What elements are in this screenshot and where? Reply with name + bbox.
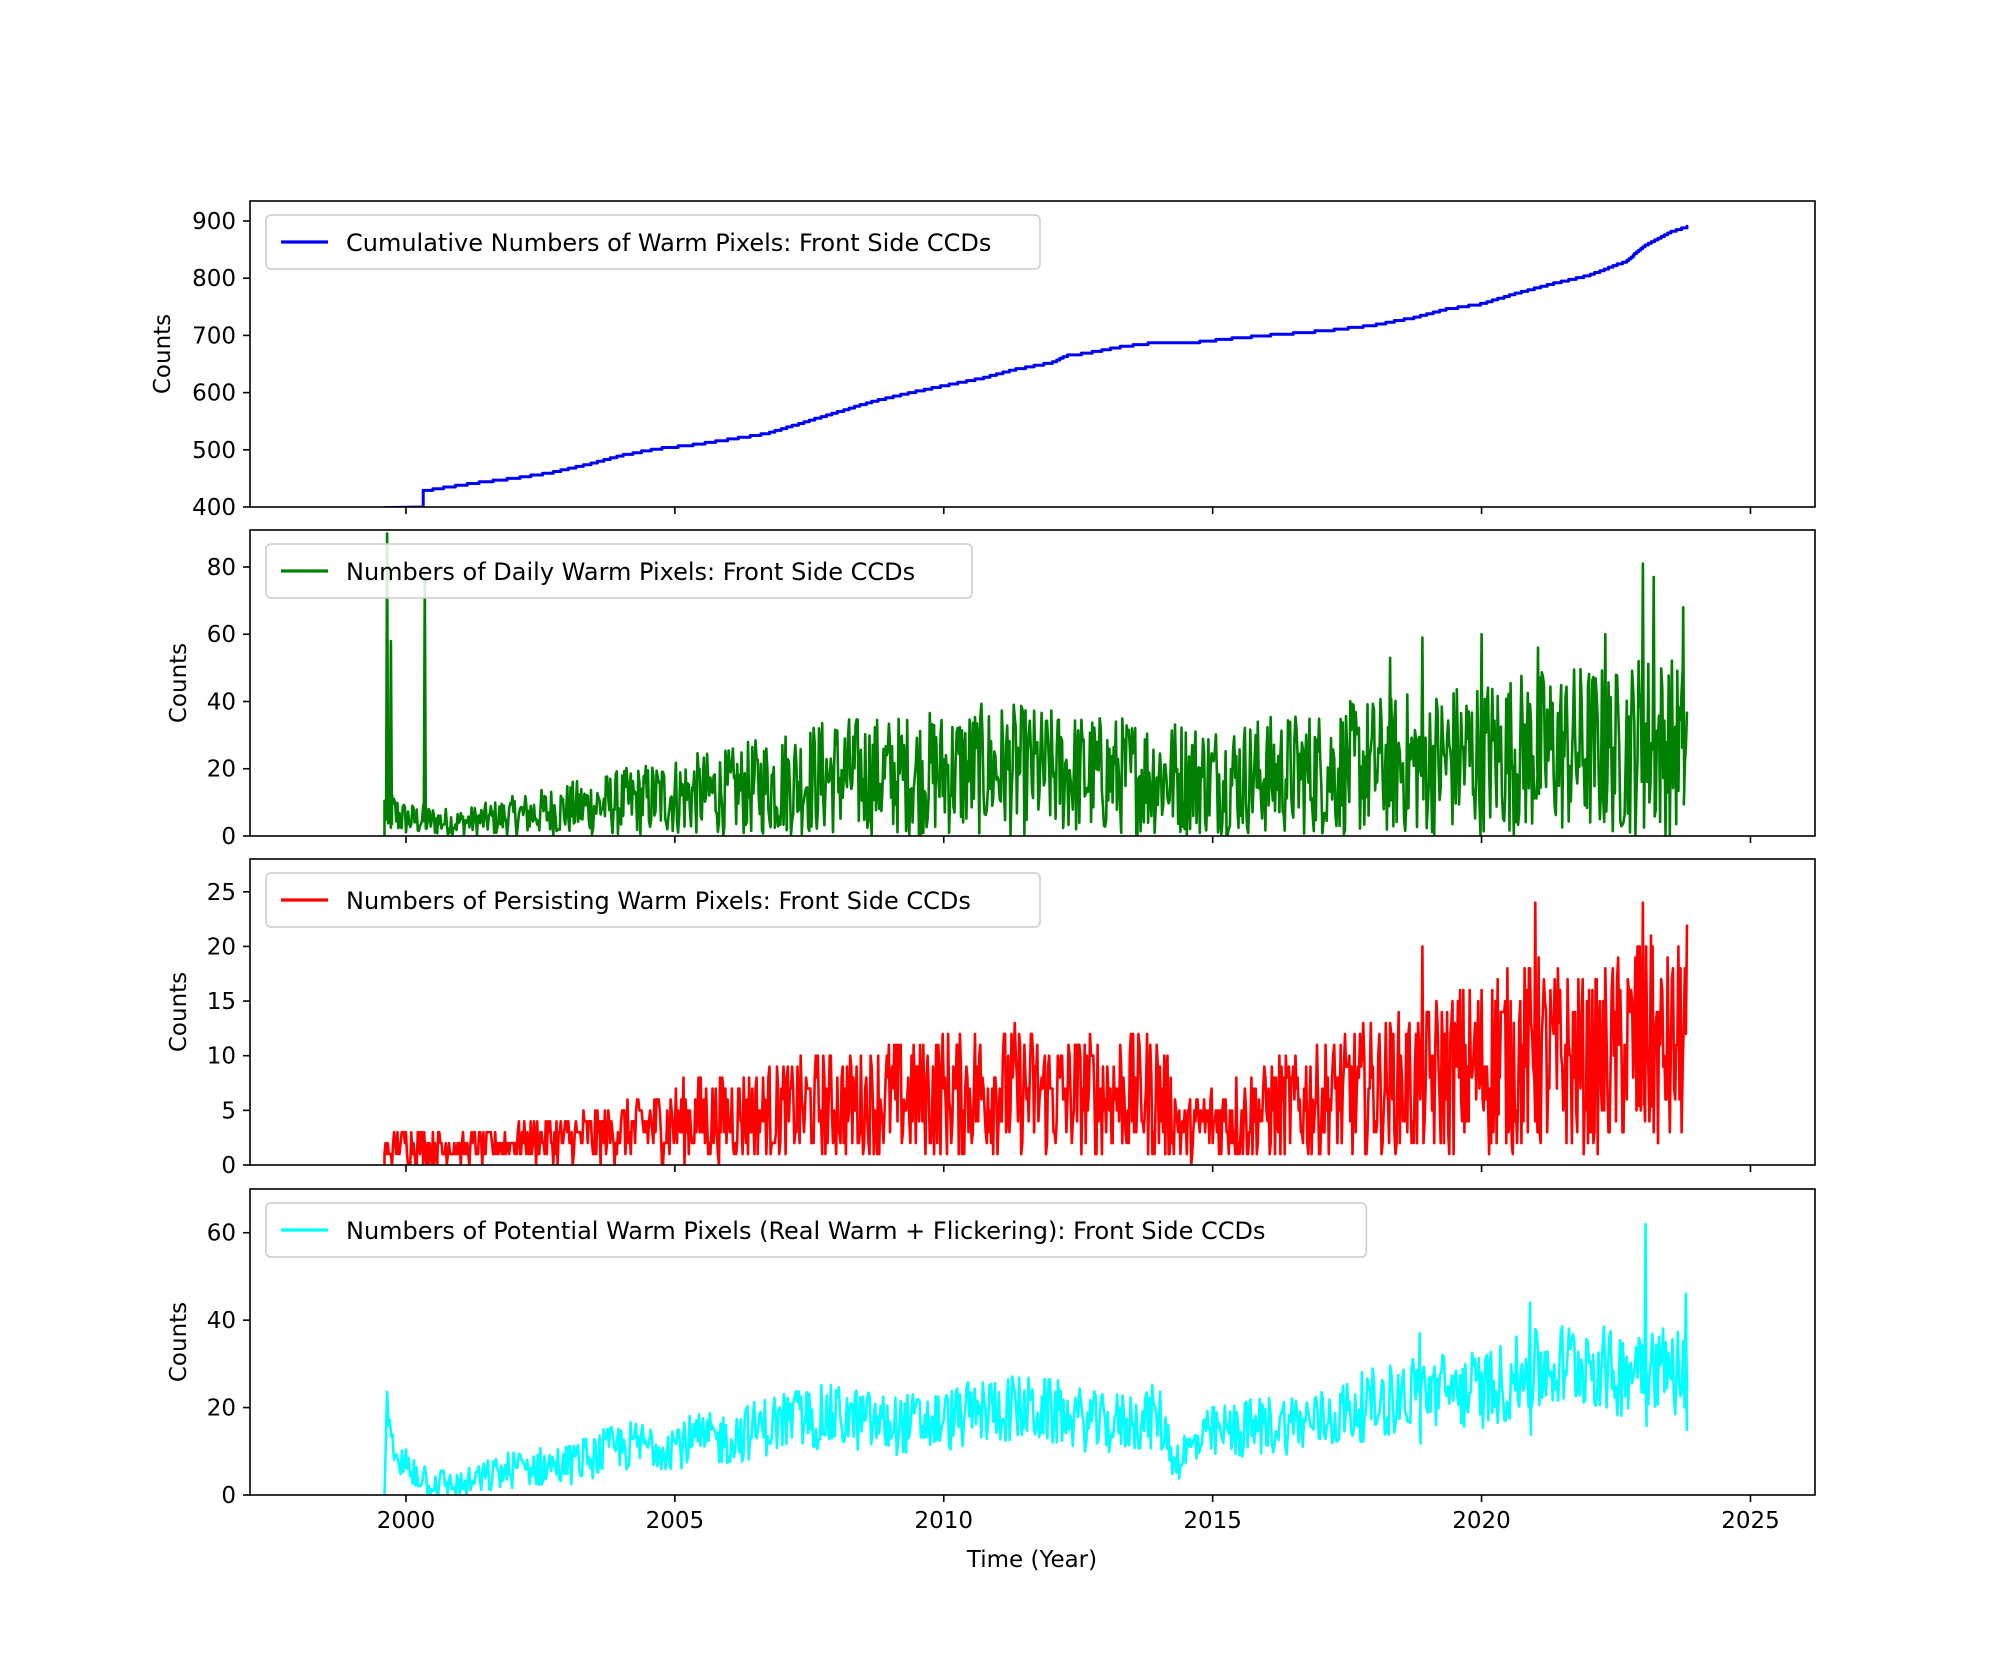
axes-frame xyxy=(249,529,1816,837)
series-line xyxy=(383,1222,1689,1495)
legend-box xyxy=(265,872,1041,928)
y-axis-title: Counts xyxy=(150,314,176,394)
series-line xyxy=(383,224,1689,507)
y-tick-label: 0 xyxy=(221,1153,236,1179)
y-tick-label: 500 xyxy=(192,438,236,464)
y-tick-label: 80 xyxy=(207,555,236,581)
y-tick-label: 800 xyxy=(192,266,236,292)
y-axis-title: Counts xyxy=(166,972,192,1052)
legend-box xyxy=(265,1202,1368,1258)
y-tick-label: 20 xyxy=(207,757,236,783)
x-tick-label: 2010 xyxy=(914,1508,973,1534)
series-line xyxy=(383,532,1689,836)
y-axis-title: Counts xyxy=(166,643,192,723)
legend-label: Numbers of Daily Warm Pixels: Front Side… xyxy=(346,558,915,586)
legend: Numbers of Persisting Warm Pixels: Front… xyxy=(265,872,1041,928)
x-tick-label: 2025 xyxy=(1721,1508,1780,1534)
y-axis-title: Counts xyxy=(166,1302,192,1382)
x-tick-label: 2005 xyxy=(646,1508,705,1534)
legend: Cumulative Numbers of Warm Pixels: Front… xyxy=(265,214,1041,270)
x-tick-label: 2000 xyxy=(377,1508,436,1534)
legend-label: Cumulative Numbers of Warm Pixels: Front… xyxy=(346,229,991,257)
y-tick-label: 900 xyxy=(192,209,236,235)
x-tick-label: 2015 xyxy=(1183,1508,1242,1534)
axes-frame xyxy=(249,200,1816,508)
y-tick-label: 20 xyxy=(207,1396,236,1422)
y-tick-label: 5 xyxy=(221,1098,236,1124)
y-tick-label: 700 xyxy=(192,323,236,349)
y-tick-label: 40 xyxy=(207,689,236,715)
legend-box xyxy=(265,214,1041,270)
y-tick-label: 10 xyxy=(207,1044,236,1070)
legend: Numbers of Potential Warm Pixels (Real W… xyxy=(265,1202,1368,1258)
y-tick-label: 60 xyxy=(207,622,236,648)
axes-frame xyxy=(249,1188,1816,1496)
y-tick-label: 15 xyxy=(207,989,236,1015)
y-tick-label: 400 xyxy=(192,495,236,521)
x-axis-title: Time (Year) xyxy=(966,1547,1097,1573)
y-tick-label: 40 xyxy=(207,1308,236,1334)
y-tick-label: 0 xyxy=(221,1483,236,1509)
legend-label: Numbers of Potential Warm Pixels (Real W… xyxy=(346,1217,1265,1245)
legend-box xyxy=(265,543,973,599)
x-tick-label: 2020 xyxy=(1452,1508,1511,1534)
y-tick-label: 60 xyxy=(207,1221,236,1247)
y-tick-label: 0 xyxy=(221,824,236,850)
series-line xyxy=(383,901,1689,1165)
y-tick-label: 600 xyxy=(192,381,236,407)
y-tick-label: 20 xyxy=(207,934,236,960)
axes-frame xyxy=(249,858,1816,1166)
y-tick-label: 25 xyxy=(207,880,236,906)
legend: Numbers of Daily Warm Pixels: Front Side… xyxy=(265,543,973,599)
legend-label: Numbers of Persisting Warm Pixels: Front… xyxy=(346,887,971,915)
